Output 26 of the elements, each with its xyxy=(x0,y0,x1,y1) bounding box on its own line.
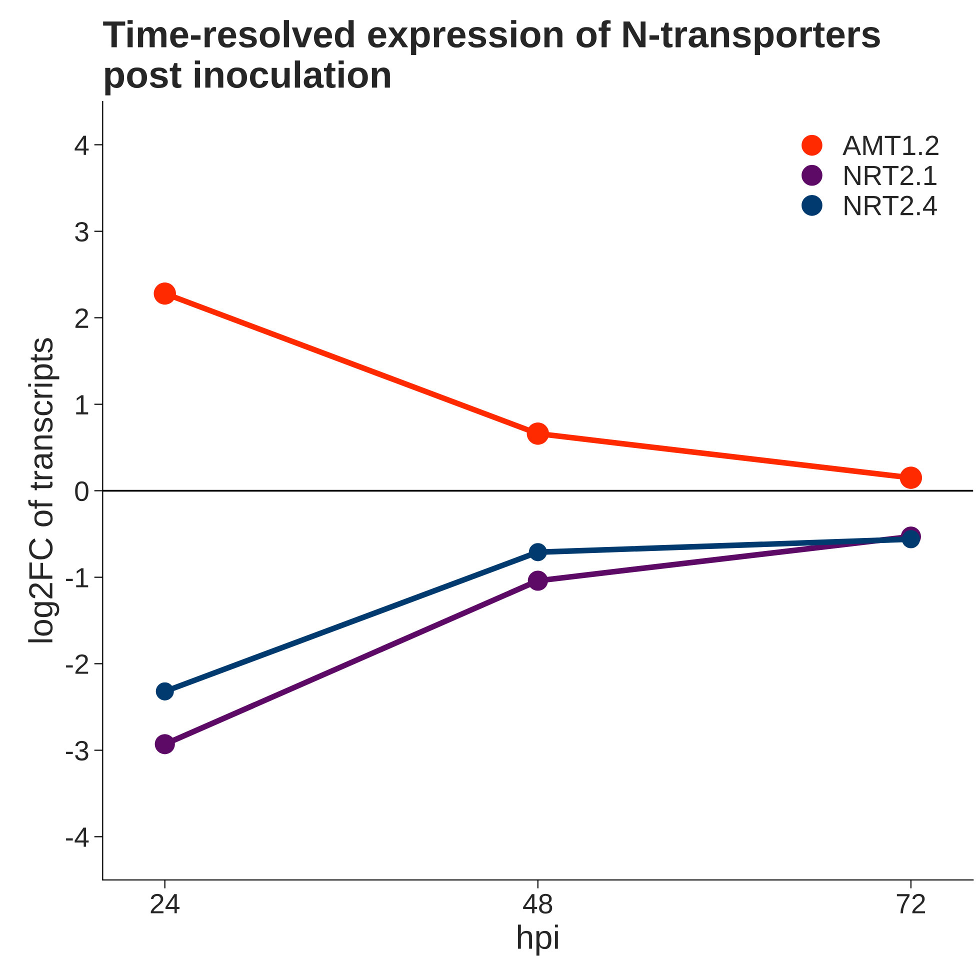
x-tick-label: 24 xyxy=(150,894,180,914)
y-tick-label: -4 xyxy=(66,828,89,847)
legend-label: NRT2.1 xyxy=(844,166,936,186)
y-tick-label: 3 xyxy=(75,222,88,242)
point xyxy=(154,734,175,754)
y-tick-label: 0 xyxy=(75,481,88,502)
point xyxy=(526,422,550,445)
y-tick-label: -1 xyxy=(66,568,88,588)
y-tick-label: 2 xyxy=(75,308,88,328)
point xyxy=(900,466,922,489)
point xyxy=(528,543,547,562)
x-tick-label: 48 xyxy=(523,894,552,914)
chart-title: Time-resolved expression of N-transporters post inoculation xyxy=(103,20,880,96)
point xyxy=(156,682,174,700)
y-tick-label: -2 xyxy=(66,654,88,674)
legend-label: AMT1.2 xyxy=(842,136,938,155)
y-axis-title: log2FC of transcripts xyxy=(28,338,60,642)
x-tick-label: 72 xyxy=(896,894,925,914)
y-tick-label: 4 xyxy=(74,136,89,155)
y-tick-label: 1 xyxy=(76,395,88,414)
point xyxy=(154,282,176,305)
point xyxy=(528,570,548,591)
y-tick-label: -3 xyxy=(66,740,88,761)
legend-label: NRT2.4 xyxy=(844,196,937,216)
point xyxy=(902,530,920,548)
x-axis-title: hpi xyxy=(518,924,558,956)
